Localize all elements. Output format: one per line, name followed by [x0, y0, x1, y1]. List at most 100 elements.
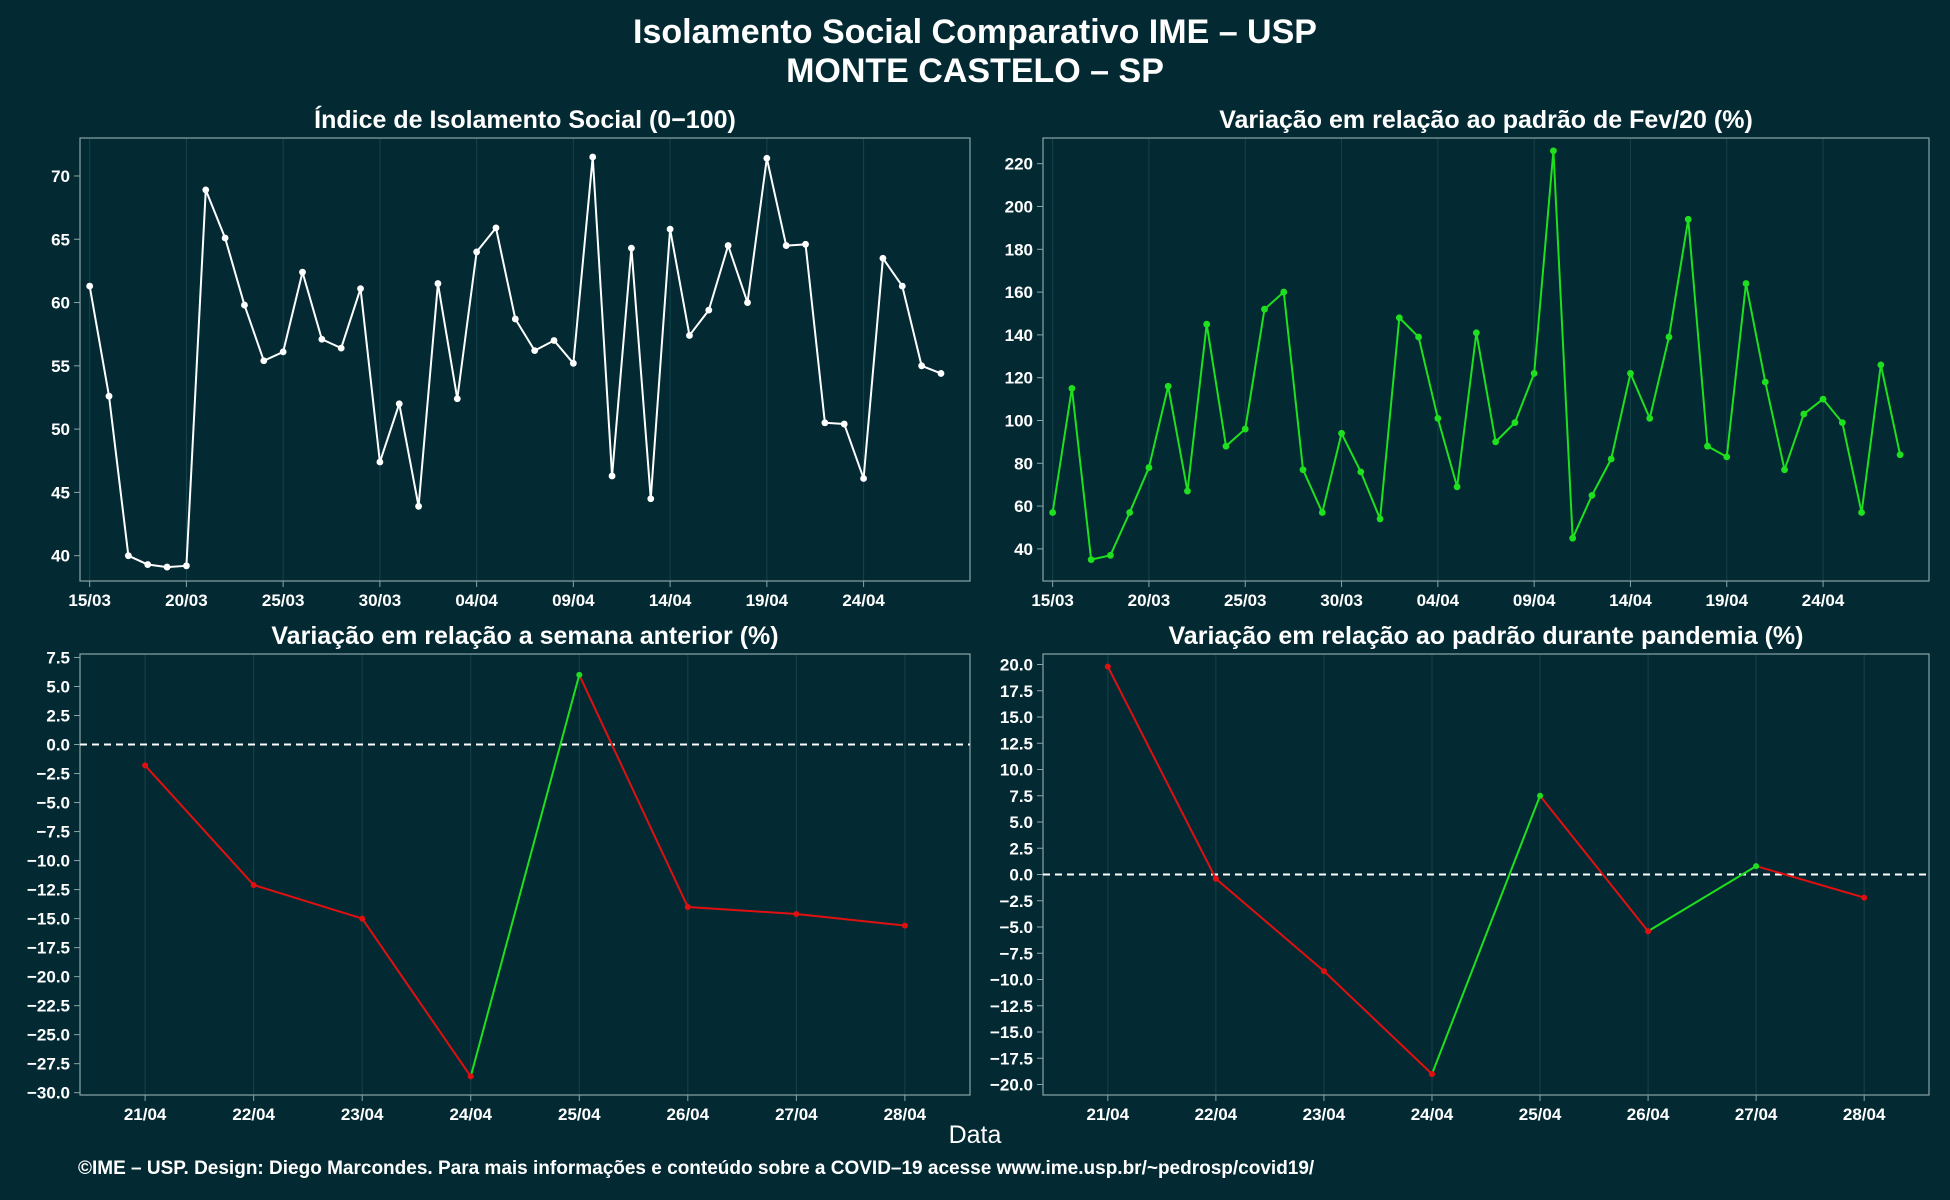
data-point — [1588, 491, 1596, 499]
data-point — [1222, 442, 1230, 450]
data-point — [1861, 894, 1868, 901]
series-segment — [378, 403, 401, 463]
x-tick-label: 23/04 — [341, 1105, 384, 1124]
chart-title: Variação em relação a semana anterior (%… — [271, 622, 778, 650]
x-tick-label: 04/04 — [1417, 591, 1460, 610]
y-tick-label: 0.0 — [1009, 866, 1033, 885]
data-point — [840, 420, 848, 428]
data-point — [793, 910, 800, 917]
data-point — [1511, 419, 1519, 427]
data-point — [1164, 382, 1172, 390]
data-point — [569, 359, 577, 367]
data-point — [1569, 534, 1577, 542]
data-point — [1645, 928, 1652, 935]
y-tick-label: 10.0 — [1000, 761, 1033, 780]
y-tick-label: −12.5 — [990, 997, 1033, 1016]
series-segment — [1070, 388, 1093, 560]
data-point — [279, 348, 287, 356]
series-segment — [1379, 317, 1401, 520]
data-point — [1280, 288, 1288, 296]
series-segment — [1591, 458, 1613, 496]
data-point — [250, 881, 257, 888]
series-segment — [1475, 332, 1497, 443]
y-tick-label: 20.0 — [1000, 656, 1033, 675]
series-segment — [469, 674, 581, 1077]
data-point — [879, 254, 887, 262]
series-segment — [1398, 317, 1420, 338]
data-point — [1338, 429, 1345, 437]
series-segment — [882, 257, 904, 287]
series-segment — [1755, 865, 1865, 899]
series-segment — [1822, 398, 1844, 424]
data-point — [1068, 384, 1076, 392]
x-tick-label: 22/04 — [232, 1105, 275, 1124]
x-tick-label: 22/04 — [1195, 1105, 1238, 1124]
series-segment — [1225, 428, 1246, 447]
data-point — [782, 242, 790, 249]
series-segment — [1109, 512, 1131, 556]
data-point — [1877, 361, 1885, 369]
data-point — [86, 282, 94, 290]
y-tick-label: 40 — [1014, 540, 1033, 559]
data-point — [1537, 792, 1544, 799]
x-tick-label: 24/04 — [842, 591, 885, 610]
data-point — [763, 154, 771, 162]
y-tick-label: −17.5 — [990, 1049, 1033, 1068]
y-tick-label: −17.5 — [27, 939, 70, 958]
data-point — [163, 563, 171, 571]
data-point — [318, 335, 326, 343]
series-segment — [1552, 150, 1574, 539]
series-segment — [185, 189, 207, 566]
data-point — [299, 268, 306, 276]
series-segment — [804, 244, 826, 423]
series-segment — [88, 285, 111, 397]
y-tick-label: 120 — [1005, 369, 1033, 388]
series-segment — [1417, 336, 1439, 419]
data-point — [1723, 453, 1731, 461]
series-segment — [1513, 373, 1536, 423]
y-tick-label: −27.5 — [27, 1055, 70, 1074]
series-segment — [1456, 332, 1478, 487]
data-point — [1800, 410, 1808, 418]
series-segment — [1167, 386, 1189, 492]
data-point — [937, 370, 945, 377]
chart-title: Variação em relação ao padrão de Fev/20 … — [1219, 106, 1753, 134]
y-tick-label: 45 — [51, 483, 70, 502]
data-point — [1261, 305, 1268, 313]
y-tick-label: 100 — [1005, 411, 1033, 430]
y-tick-label: 220 — [1005, 155, 1033, 174]
y-tick-label: 5.0 — [46, 677, 70, 696]
data-point — [359, 915, 366, 922]
data-point — [453, 395, 461, 403]
data-point — [724, 242, 732, 249]
series-segment — [1783, 413, 1805, 471]
data-point — [918, 362, 926, 370]
data-point — [1753, 863, 1760, 870]
y-tick-label: −20.0 — [27, 968, 70, 987]
series-segment — [921, 364, 942, 375]
series-segment — [1803, 398, 1824, 415]
data-point — [415, 502, 422, 510]
series-segment — [263, 350, 284, 362]
data-point — [1104, 663, 1111, 670]
data-point — [1858, 509, 1865, 516]
series-segment — [534, 339, 555, 352]
y-tick-label: 60 — [51, 294, 70, 313]
series-segment — [1215, 877, 1325, 972]
series-segment — [204, 189, 227, 239]
data-point — [1395, 314, 1403, 322]
series-segment — [843, 423, 865, 479]
data-point — [395, 400, 403, 408]
series-segment — [1707, 445, 1728, 458]
y-tick-label: 15.0 — [1000, 708, 1033, 727]
series-segment — [707, 245, 730, 311]
series-segment — [1841, 422, 1863, 513]
data-point — [1357, 468, 1365, 476]
data-point — [124, 552, 132, 560]
series-segment — [1302, 469, 1324, 513]
data-point — [1684, 215, 1692, 223]
chart-panel-indice: Índice de Isolamento Social (0−100) 15/03… — [51, 105, 971, 610]
series-segment — [514, 318, 536, 352]
y-tick-label: −20.0 — [990, 1076, 1033, 1095]
data-point — [1550, 147, 1557, 155]
